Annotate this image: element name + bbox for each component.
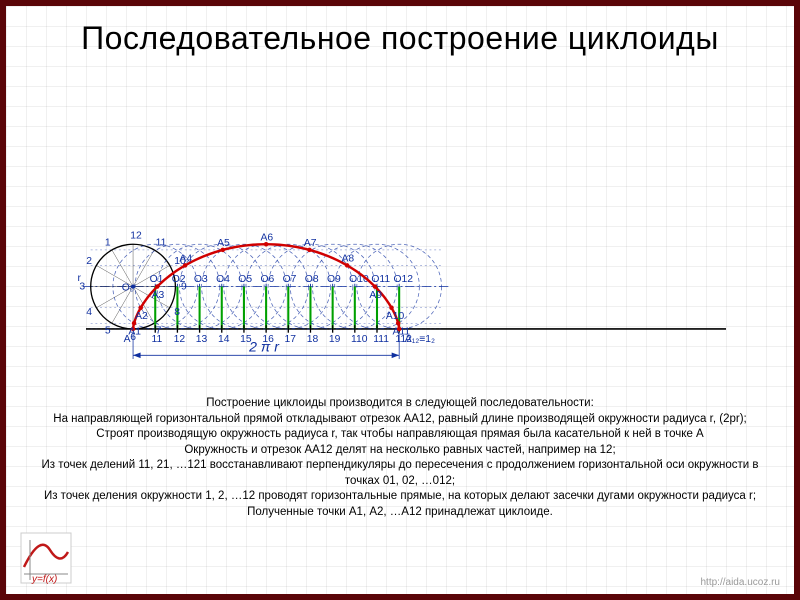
svg-text:A5: A5	[217, 238, 230, 249]
svg-text:5: 5	[105, 325, 111, 336]
svg-text:2: 2	[86, 256, 92, 267]
svg-text:8: 8	[174, 307, 180, 318]
svg-text:O4: O4	[216, 274, 230, 285]
svg-text:12: 12	[130, 231, 142, 242]
svg-text:18: 18	[307, 334, 319, 345]
caption-line: Построение циклоиды производится в следу…	[26, 396, 774, 412]
svg-text:A9: A9	[369, 290, 382, 301]
slide-frame: Последовательное построение циклоиды rO1…	[0, 0, 800, 600]
svg-text:O7: O7	[283, 274, 297, 285]
svg-text:A2: A2	[135, 311, 148, 322]
svg-text:A8: A8	[341, 254, 354, 265]
caption-block: Построение циклоиды производится в следу…	[26, 396, 774, 520]
svg-text:O₀: O₀	[122, 282, 134, 293]
svg-text:6: 6	[130, 332, 136, 343]
svg-text:2 π r: 2 π r	[248, 339, 280, 355]
footer-link: http://aida.ucoz.ru	[701, 577, 781, 588]
caption-line: На направляющей горизонтальной прямой от…	[26, 412, 774, 428]
svg-text:O5: O5	[238, 274, 252, 285]
svg-text:14: 14	[218, 334, 230, 345]
caption-line: Строят производящую окружность радиуса r…	[26, 427, 774, 443]
cycloid-diagram: rO111O212O313O414O515O616O717O818O919O10…	[56, 216, 756, 376]
svg-text:O8: O8	[305, 274, 319, 285]
svg-text:O6: O6	[260, 274, 274, 285]
svg-text:11: 11	[156, 237, 167, 248]
svg-text:110: 110	[351, 334, 368, 345]
svg-text:A6: A6	[260, 232, 273, 243]
svg-text:4: 4	[86, 307, 92, 318]
svg-text:7: 7	[156, 325, 162, 336]
svg-text:111: 111	[373, 334, 389, 345]
caption-line: Полученные точки А1, А2, …А12 принадлежа…	[26, 505, 774, 521]
svg-text:12: 12	[174, 334, 186, 345]
svg-text:A7: A7	[304, 238, 317, 249]
svg-text:O12: O12	[394, 274, 414, 285]
svg-text:19: 19	[329, 334, 341, 345]
svg-text:O11: O11	[371, 274, 390, 285]
caption-line: Из точек деления окружности 1, 2, …12 пр…	[26, 489, 774, 505]
svg-text:y=f(x): y=f(x)	[31, 574, 57, 584]
svg-text:O9: O9	[327, 274, 341, 285]
svg-text:O3: O3	[194, 274, 208, 285]
svg-text:3: 3	[79, 281, 85, 292]
math-logo-icon: y=f(x)	[20, 532, 72, 584]
slide-title: Последовательное построение циклоиды	[6, 6, 794, 57]
svg-text:9: 9	[181, 281, 187, 292]
caption-line: Окружность и отрезок АА12 делят на неско…	[26, 443, 774, 459]
svg-text:10: 10	[174, 256, 186, 267]
caption-line: Из точек делений 11, 21, …121 восстанавл…	[26, 458, 774, 489]
svg-text:17: 17	[285, 334, 297, 345]
svg-text:A₁₂≡1₂: A₁₂≡1₂	[405, 334, 435, 345]
svg-text:1: 1	[105, 237, 111, 248]
svg-text:A3: A3	[152, 290, 165, 301]
svg-text:A10: A10	[386, 311, 405, 322]
svg-text:13: 13	[196, 334, 208, 345]
